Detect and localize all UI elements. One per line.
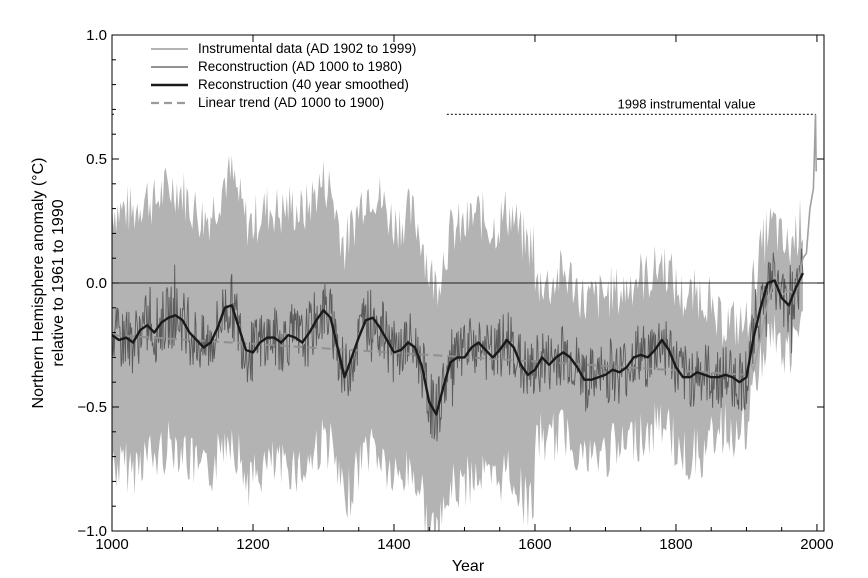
annual-reconstruction — [112, 248, 804, 442]
x-axis-title: Year — [452, 558, 485, 575]
annual-reconstruction-line — [112, 248, 804, 442]
legend-label: Instrumental data (AD 1902 to 1999) — [198, 41, 416, 56]
y-tick-label: −0.5 — [77, 399, 107, 416]
axis-ticks: 1000 1200 1400 1600 1800 2000 1.0 0.5 0.0 −0.5 −1.… — [77, 27, 833, 553]
x-tick-label: 1000 — [95, 536, 128, 553]
x-tick-label: 1600 — [518, 536, 551, 553]
smoothed-reconstruction-line — [112, 272, 804, 416]
plot-area: 1998 instrumental value — [112, 96, 824, 531]
y-tick-label: 0.5 — [86, 151, 107, 168]
legend-label: Linear trend (AD 1000 to 1900) — [198, 95, 384, 110]
y-tick-label: −1.0 — [77, 523, 107, 540]
y-tick-label: 0.0 — [86, 275, 107, 292]
annotation-label: 1998 instrumental value — [618, 96, 756, 111]
y-axis-subtitle: relative to 1961 to 1990 — [50, 199, 67, 366]
legend-label: Reconstruction (40 year smoothed) — [198, 77, 409, 92]
x-tick-label: 1800 — [659, 536, 692, 553]
legend-label: Reconstruction (AD 1000 to 1980) — [198, 59, 402, 74]
x-tick-label: 1200 — [236, 536, 269, 553]
x-tick-label: 1400 — [377, 536, 410, 553]
y-tick-label: 1.0 — [86, 27, 107, 44]
instrumental-line — [747, 114, 817, 373]
linear-trend-line — [112, 334, 747, 376]
series-layer — [112, 114, 817, 416]
legend: Instrumental data (AD 1902 to 1999) Recon… — [151, 41, 416, 110]
y-axis-title: Northern Hemisphere anomaly (°C) — [30, 158, 47, 409]
x-tick-label: 2000 — [800, 536, 833, 553]
